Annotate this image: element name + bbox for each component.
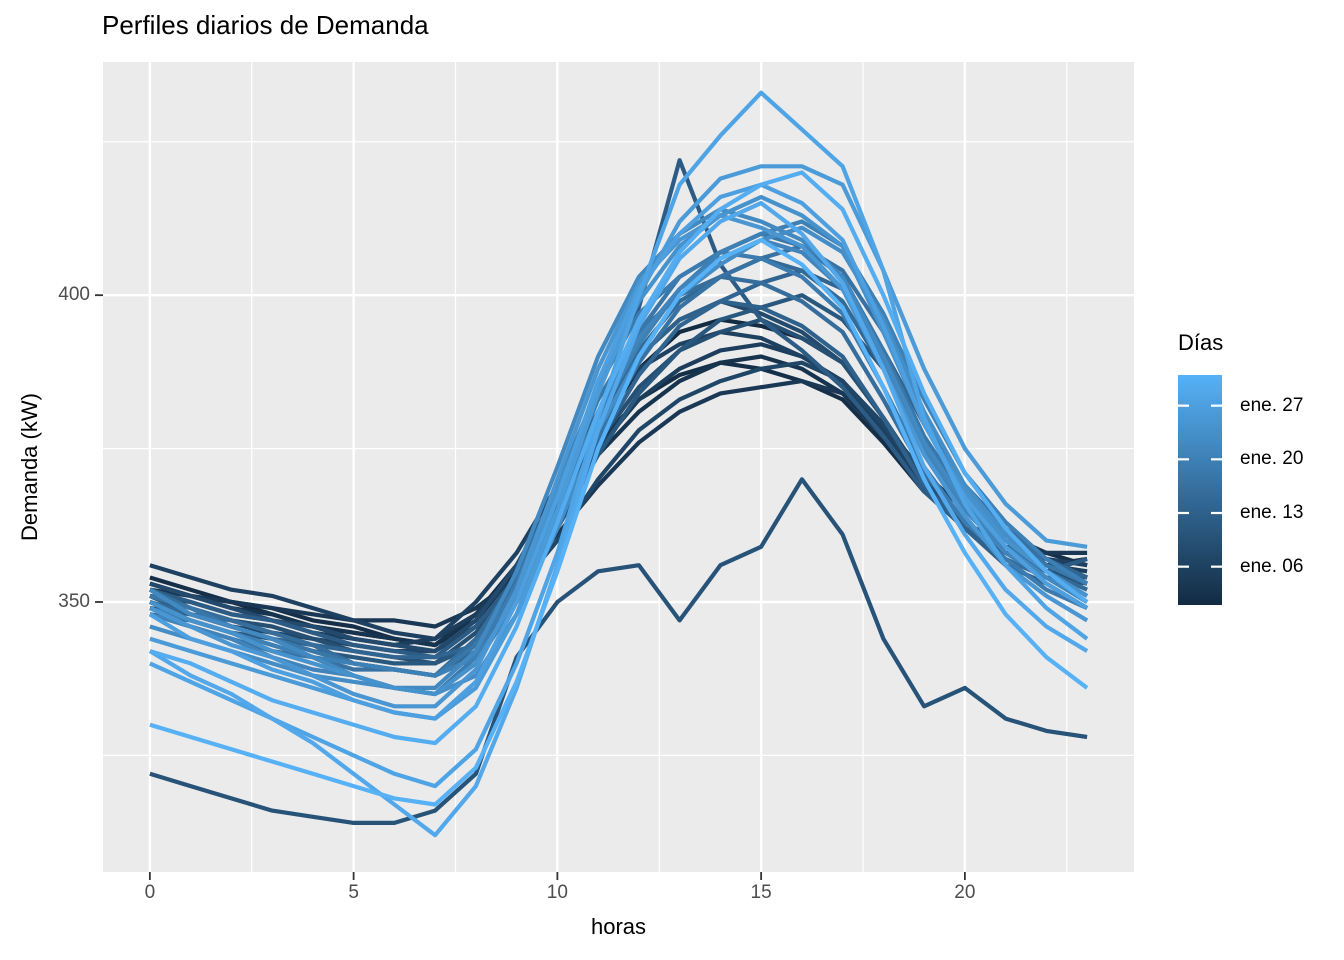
x-tick-label: 15	[750, 882, 772, 903]
x-tick-label: 10	[546, 882, 568, 903]
y-axis-title: Demanda (kW)	[17, 393, 42, 541]
series-line-ene-26	[149, 164, 1088, 721]
x-tick-label: 0	[144, 882, 156, 903]
series-line-ene-30	[149, 170, 1089, 746]
series-line-ene-25	[149, 213, 1089, 709]
x-tick-label: 20	[954, 882, 976, 903]
legend-colorbar	[1178, 375, 1222, 605]
x-axis-title: horas	[590, 914, 647, 939]
series-line-ene-10	[149, 477, 1088, 826]
legend-title: Días	[1178, 330, 1224, 355]
series-line-ene-31	[149, 237, 1089, 807]
x-tick-label: 5	[348, 882, 359, 903]
legend-label: ene. 06	[1240, 555, 1304, 577]
series-line-ene-29	[148, 201, 1089, 838]
legend-label: ene. 27	[1240, 394, 1304, 416]
series-line-ene-28	[149, 90, 1089, 789]
series-line-ene-22	[148, 207, 1089, 691]
legend-label: ene. 20	[1240, 448, 1304, 470]
y-tick-label: 400	[58, 284, 90, 306]
legend-label: ene. 13	[1240, 502, 1304, 523]
y-tick-label: 350	[58, 591, 90, 612]
chart-title: Perfiles diarios de Demanda	[102, 10, 429, 40]
